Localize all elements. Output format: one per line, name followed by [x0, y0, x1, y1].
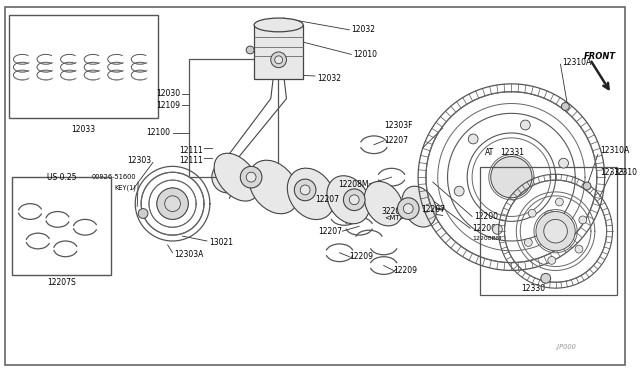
Circle shape [294, 179, 316, 201]
Bar [189, 59, 278, 177]
Text: US 0.25: US 0.25 [47, 173, 76, 182]
Text: 12200: 12200 [474, 212, 498, 221]
Text: 32202: 32202 [381, 207, 405, 216]
Text: FRONT: FRONT [584, 52, 616, 61]
Circle shape [246, 46, 254, 54]
Circle shape [220, 169, 236, 185]
Text: 12209: 12209 [349, 252, 373, 261]
Circle shape [536, 212, 575, 251]
Circle shape [491, 157, 532, 198]
Text: 12207S: 12207S [47, 278, 76, 287]
Text: 12208BM: 12208BM [472, 235, 501, 241]
Text: 12111: 12111 [179, 156, 203, 165]
Circle shape [271, 52, 287, 68]
Text: AT: AT [485, 148, 494, 157]
Circle shape [556, 198, 563, 206]
Text: 12033: 12033 [71, 125, 95, 134]
Text: 12030: 12030 [156, 89, 180, 98]
Bar [12, 177, 111, 275]
Text: 12330: 12330 [521, 283, 545, 293]
Ellipse shape [327, 176, 370, 224]
Circle shape [520, 120, 531, 130]
Text: 12100: 12100 [147, 128, 171, 138]
Bar [480, 167, 618, 295]
Text: 12200A: 12200A [472, 224, 501, 233]
Circle shape [275, 56, 282, 64]
Circle shape [454, 186, 464, 196]
Circle shape [344, 189, 365, 211]
Circle shape [164, 196, 180, 212]
Text: 12010: 12010 [353, 50, 377, 59]
Text: 12032: 12032 [351, 25, 375, 34]
Text: 12208M: 12208M [339, 180, 369, 189]
Circle shape [545, 211, 554, 220]
Text: 12310A: 12310A [563, 58, 592, 67]
Ellipse shape [249, 160, 299, 214]
Text: 00926-51600: 00926-51600 [92, 174, 136, 180]
Ellipse shape [402, 186, 436, 227]
Bar [8, 15, 158, 118]
Text: <MT>: <MT> [384, 215, 405, 221]
Circle shape [561, 103, 570, 110]
Text: 12310: 12310 [614, 168, 637, 177]
Circle shape [579, 216, 587, 224]
Circle shape [349, 195, 359, 205]
Text: 13021: 13021 [209, 238, 233, 247]
Text: 12111: 12111 [179, 146, 203, 155]
Ellipse shape [254, 18, 303, 32]
Text: 12109: 12109 [156, 101, 180, 110]
Circle shape [493, 224, 502, 234]
Text: 12303F: 12303F [385, 121, 413, 129]
Circle shape [544, 219, 567, 243]
Circle shape [403, 204, 413, 214]
Text: 12207: 12207 [421, 205, 445, 214]
Circle shape [468, 134, 478, 144]
Text: 12333: 12333 [600, 168, 624, 177]
Circle shape [583, 182, 591, 190]
Circle shape [300, 185, 310, 195]
Ellipse shape [287, 168, 335, 219]
Circle shape [528, 209, 536, 217]
Text: 12209: 12209 [394, 266, 417, 275]
Text: .JP000: .JP000 [556, 344, 577, 350]
Circle shape [397, 198, 419, 219]
Circle shape [524, 238, 532, 246]
Circle shape [157, 188, 188, 219]
Circle shape [548, 256, 556, 264]
Text: 12207: 12207 [316, 195, 339, 204]
Ellipse shape [214, 153, 259, 201]
Text: 12331: 12331 [500, 148, 525, 157]
Text: 12207: 12207 [319, 227, 342, 236]
Text: 12207: 12207 [384, 136, 408, 145]
Bar [254, 25, 303, 79]
Ellipse shape [364, 182, 403, 226]
Text: 12032: 12032 [317, 74, 341, 83]
Circle shape [246, 172, 256, 182]
Circle shape [559, 158, 568, 168]
Circle shape [541, 273, 550, 283]
Text: 12310A: 12310A [600, 146, 629, 155]
Text: KEY(1): KEY(1) [115, 185, 136, 191]
Circle shape [212, 161, 243, 193]
Circle shape [138, 209, 148, 218]
Text: 12303: 12303 [127, 156, 151, 165]
Circle shape [241, 166, 262, 188]
Circle shape [575, 245, 583, 253]
Text: 12303A: 12303A [175, 250, 204, 259]
